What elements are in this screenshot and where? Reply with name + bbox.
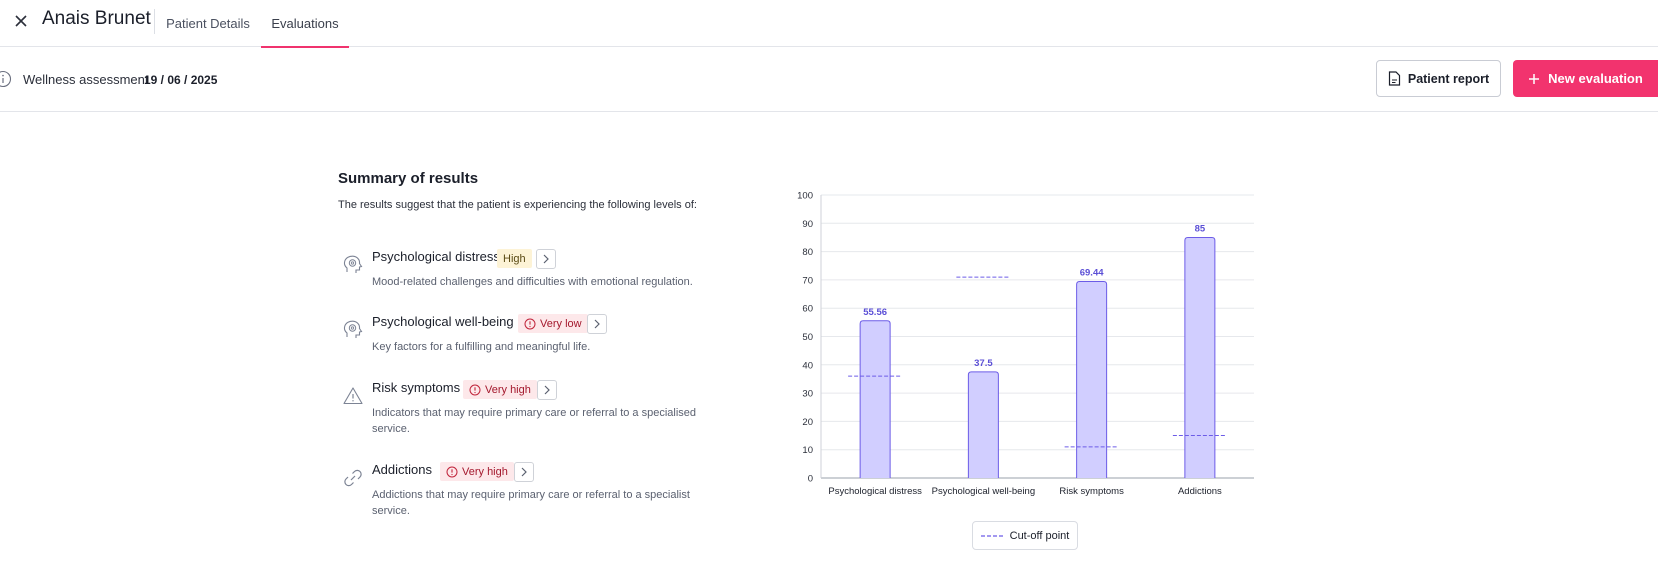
level-badge: High xyxy=(497,249,532,268)
warning-icon xyxy=(343,387,363,405)
bar-value-label: 37.5 xyxy=(974,358,993,369)
patient-report-button[interactable]: Patient report xyxy=(1376,60,1501,97)
result-description: Indicators that may require primary care… xyxy=(372,407,697,435)
x-tick-label: Psychological well-being xyxy=(932,486,1036,497)
expand-button[interactable] xyxy=(514,462,534,482)
y-tick-label: 90 xyxy=(802,219,813,230)
bar-value-label: 55.56 xyxy=(863,307,887,318)
y-tick-label: 70 xyxy=(802,275,813,286)
chevron-right-icon xyxy=(521,467,527,477)
chart-legend: Cut-off point xyxy=(972,521,1078,550)
results-bar-chart: 0 10 20 30 40 50 60 70 80 90 100 55.56 Psychological… xyxy=(797,191,1254,497)
alert-icon xyxy=(524,318,536,329)
result-title: Psychological well-being xyxy=(372,314,514,329)
info-icon xyxy=(0,70,12,88)
patient-name: Anais Brunet xyxy=(42,8,151,29)
x-tick-label: Risk symptoms xyxy=(1059,486,1124,497)
bar xyxy=(1184,236,1216,478)
top-bar: Anais Brunet Patient Details Evaluations xyxy=(0,0,1658,48)
level-badge-text: Very high xyxy=(485,383,531,396)
bar xyxy=(859,320,891,478)
level-badge: Very low xyxy=(518,314,588,333)
summary-subtitle: The results suggest that the patient is … xyxy=(338,199,697,211)
alert-icon xyxy=(469,384,481,395)
alert-icon xyxy=(446,466,458,477)
expand-button[interactable] xyxy=(536,249,556,269)
dashed-line-icon xyxy=(980,534,1003,537)
expand-button[interactable] xyxy=(587,314,607,334)
chevron-right-icon xyxy=(544,385,550,395)
bar-value-label: 69.44 xyxy=(1080,267,1104,278)
head-icon xyxy=(343,320,363,338)
document-icon xyxy=(1388,71,1400,86)
result-title: Psychological distress xyxy=(372,249,500,264)
y-tick-label: 50 xyxy=(802,332,813,343)
summary-title: Summary of results xyxy=(338,170,479,187)
result-description: Key factors for a fulfilling and meaning… xyxy=(372,341,591,353)
y-tick-label: 30 xyxy=(802,389,813,400)
level-badge-text: Very high xyxy=(462,465,508,478)
patient-report-label: Patient report xyxy=(1407,71,1490,86)
result-title: Risk symptoms xyxy=(372,380,461,395)
bar xyxy=(967,371,999,478)
y-tick-label: 20 xyxy=(802,417,813,428)
close-icon xyxy=(15,15,27,27)
chevron-right-icon xyxy=(543,254,549,264)
y-tick-label: 40 xyxy=(802,360,813,371)
result-description: Mood-related challenges and difficulties… xyxy=(372,276,693,288)
level-badge: Very high xyxy=(440,462,514,481)
legend-label: Cut-off point xyxy=(1009,529,1070,542)
divider xyxy=(154,9,155,34)
tab-evaluations[interactable]: Evaluations xyxy=(261,0,349,48)
new-evaluation-button[interactable]: New evaluation xyxy=(1513,60,1658,97)
x-tick-label: Addictions xyxy=(1178,486,1222,497)
tab-patient-details[interactable]: Patient Details xyxy=(166,16,250,31)
y-tick-label: 60 xyxy=(802,304,813,315)
level-badge-text: High xyxy=(503,252,526,265)
new-evaluation-label: New evaluation xyxy=(1548,71,1643,86)
level-badge-text: Very low xyxy=(540,317,582,330)
y-tick-label: 80 xyxy=(802,247,813,258)
y-tick-label: 10 xyxy=(802,445,813,456)
assessment-date: 19 / 06 / 2025 xyxy=(144,73,218,87)
y-tick-label: 0 xyxy=(808,474,813,485)
close-button[interactable] xyxy=(10,10,32,32)
result-description: Addictions that may require primary care… xyxy=(372,489,690,517)
chevron-right-icon xyxy=(594,319,600,329)
x-tick-label: Psychological distress xyxy=(828,486,922,497)
y-tick-label: 100 xyxy=(797,191,813,202)
level-badge: Very high xyxy=(463,380,537,399)
assessment-label: Wellness assessment xyxy=(23,72,149,87)
expand-button[interactable] xyxy=(537,380,557,400)
bar-value-label: 85 xyxy=(1195,223,1206,234)
result-title: Addictions xyxy=(372,462,432,477)
head-icon xyxy=(343,255,363,273)
link-icon xyxy=(344,469,362,487)
plus-icon xyxy=(1529,73,1540,84)
bar xyxy=(1076,280,1108,478)
assessment-bar: Wellness assessment 19 / 06 / 2025 Patie… xyxy=(0,47,1658,112)
